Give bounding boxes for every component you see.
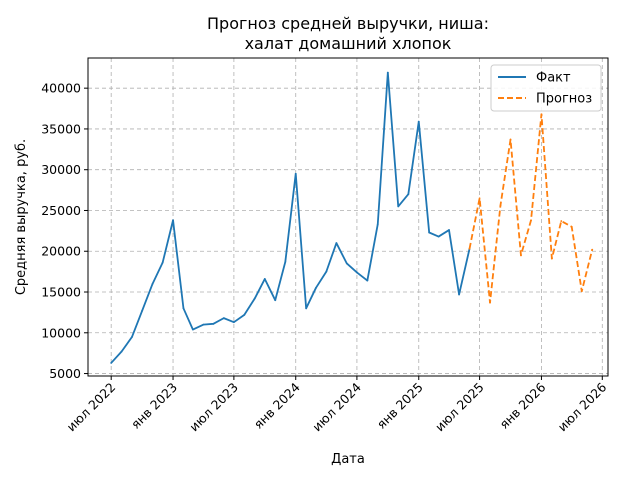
series-0-point (448, 229, 450, 231)
series-0-point (428, 231, 431, 234)
series-0-point (335, 242, 338, 244)
x-tick-label: янв 2026 (496, 379, 548, 431)
series-line-1 (468, 113, 594, 304)
series-layer (110, 71, 594, 364)
x-tick-label: июл 2025 (432, 380, 487, 435)
series-1-point (509, 138, 512, 141)
series-1-point (591, 248, 594, 251)
series-0-point (284, 260, 287, 263)
series-0-point (458, 293, 460, 296)
x-tick-label: июл 2023 (186, 380, 241, 435)
y-tick-label: 25000 (41, 203, 81, 218)
series-0-point (161, 261, 164, 264)
series-0-point (120, 350, 123, 353)
legend-label-forecast: Прогноз (536, 92, 592, 107)
series-0-point (325, 270, 328, 273)
series-0-point (376, 223, 379, 226)
series-0-point (110, 362, 113, 364)
legend-label-fact: Факт (536, 71, 571, 86)
series-0-point (356, 271, 358, 274)
chart-title-line-1: Прогноз средней выручки, ниша: (207, 14, 489, 33)
series-line-0 (110, 71, 471, 364)
y-tick-label: 5000 (49, 366, 81, 381)
series-1-point (560, 220, 563, 222)
series-0-point (151, 282, 154, 285)
x-tick-label: янв 2023 (128, 380, 180, 432)
series-0-point (131, 335, 133, 338)
series-1-point (540, 113, 543, 116)
series-0-point (417, 120, 420, 123)
series-0-point (397, 205, 400, 208)
y-tick-label: 35000 (41, 121, 81, 136)
series-1-point (550, 257, 553, 260)
series-0-point (191, 328, 194, 331)
series-0-point (305, 307, 308, 310)
series-1-point (520, 254, 522, 257)
x-tick-label: июл 2026 (555, 379, 610, 434)
x-axis-ticks: июл 2022 янв 2023 июл 2023 янв 2024 июл 2024… (64, 376, 610, 435)
series-0-point (437, 235, 440, 238)
series-1-point (478, 197, 481, 200)
x-tick-label: июл 2024 (309, 379, 364, 434)
y-tick-label: 15000 (41, 285, 81, 300)
y-tick-label: 30000 (41, 162, 81, 177)
series-0-point (172, 219, 174, 222)
x-axis-label: Дата (331, 452, 365, 467)
series-0-point (202, 323, 205, 326)
series-0-point (345, 262, 348, 265)
series-0-point (212, 322, 215, 325)
series-0-point (182, 307, 185, 310)
x-tick-label: янв 2024 (251, 379, 303, 431)
legend: Факт Прогноз (490, 64, 602, 112)
x-tick-label: июл 2022 (64, 380, 119, 435)
y-axis-label: Средняя выручка, руб. (14, 139, 29, 295)
series-0-point (366, 279, 369, 282)
series-1-point (489, 301, 491, 304)
y-axis-ticks: 5000 10000 15000 20000 25000 30000 35000 40000 (41, 81, 88, 381)
series-1-point (468, 247, 471, 250)
series-0-point (243, 313, 246, 316)
series-0-point (294, 172, 297, 175)
series-0-point (232, 321, 235, 324)
y-tick-label: 10000 (41, 325, 81, 340)
series-0-point (407, 193, 410, 196)
x-tick-label: янв 2025 (374, 380, 426, 432)
series-0-point (253, 297, 256, 300)
y-tick-label: 20000 (41, 244, 81, 259)
series-1-point (499, 204, 502, 207)
series-0-point (315, 287, 317, 289)
series-0-point (141, 309, 144, 312)
series-1-point (570, 225, 573, 228)
series-0-point (386, 71, 389, 74)
plot-frame (87, 57, 609, 377)
series-0-point (222, 317, 225, 320)
chart-title-line-2: халат домашний хлопок (245, 34, 452, 53)
series-0-point (263, 278, 266, 280)
y-tick-label: 40000 (41, 81, 81, 96)
series-1-point (580, 290, 583, 293)
series-0-point (274, 299, 277, 302)
series-1-point (530, 219, 532, 222)
